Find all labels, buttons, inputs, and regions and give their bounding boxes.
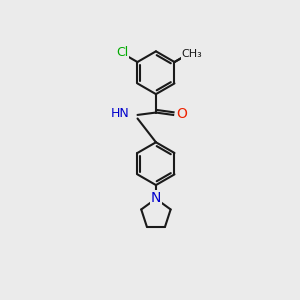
- Text: HN: HN: [110, 106, 129, 120]
- Text: N: N: [151, 191, 161, 205]
- Text: O: O: [176, 107, 187, 121]
- Text: Cl: Cl: [116, 46, 128, 59]
- Text: CH₃: CH₃: [182, 49, 202, 59]
